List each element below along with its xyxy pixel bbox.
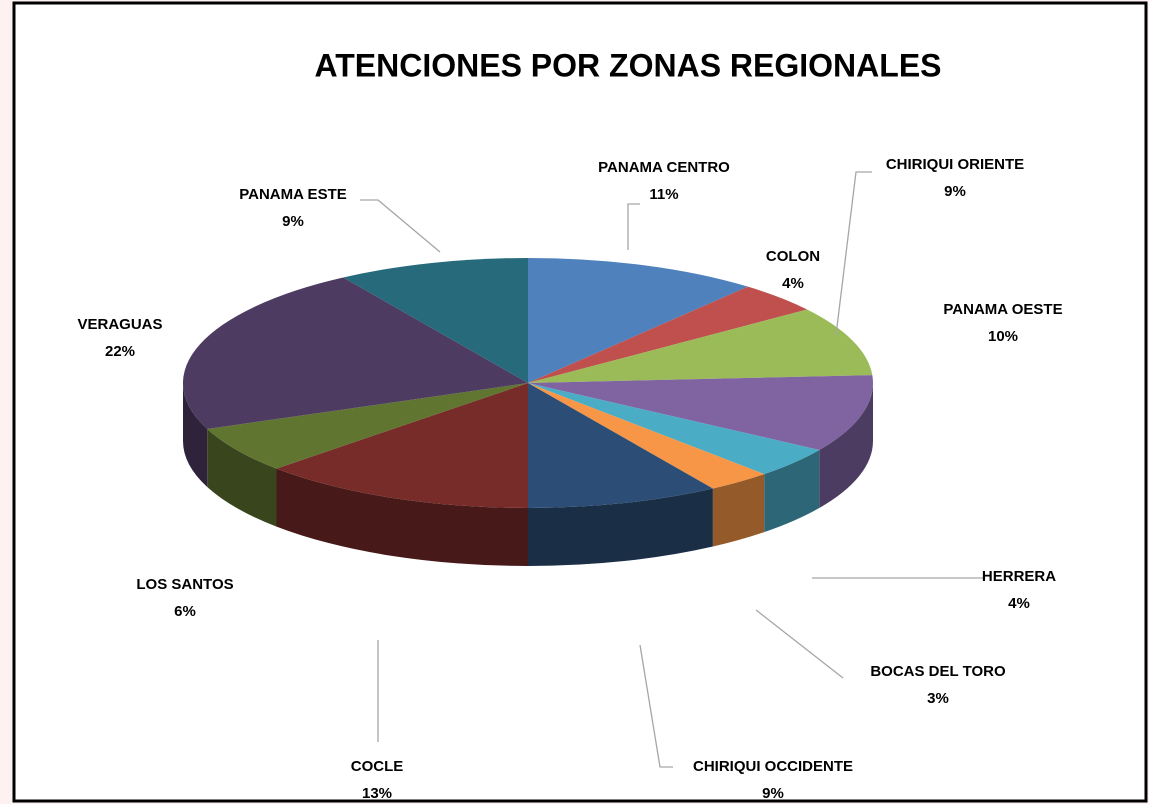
- data-label-value: 6%: [174, 603, 196, 620]
- data-label-name: VERAGUAS: [77, 316, 162, 333]
- pie-side: [819, 383, 873, 508]
- leader-line: [627, 203, 640, 250]
- data-label-name: COLON: [766, 248, 820, 265]
- data-label-value: 11%: [649, 186, 678, 203]
- pie-slice: [343, 258, 528, 383]
- leader-line: [639, 644, 673, 768]
- data-label-value: 9%: [282, 213, 304, 230]
- pie-slice: [528, 286, 808, 383]
- data-label-value: 4%: [782, 275, 804, 292]
- data-label-name: PANAMA ESTE: [239, 186, 347, 203]
- pie-slice: [276, 383, 528, 508]
- pie-side: [183, 383, 208, 488]
- data-label-value: 9%: [944, 183, 966, 200]
- leader-line: [835, 171, 872, 336]
- data-label-name: HERRERA: [982, 568, 1056, 585]
- data-label-name: PANAMA CENTRO: [598, 159, 730, 176]
- pie-side: [764, 449, 820, 533]
- pie-slice: [528, 258, 748, 383]
- data-label-value: 9%: [762, 785, 784, 802]
- data-label-value: 4%: [1008, 595, 1030, 612]
- pie-side: [276, 468, 528, 566]
- pie-side: [712, 474, 765, 547]
- pie-slice: [207, 383, 528, 469]
- data-label-value: 10%: [988, 328, 1018, 345]
- pie-slice: [528, 309, 873, 383]
- data-label-name: CHIRIQUI ORIENTE: [886, 156, 1024, 173]
- data-label-value: 3%: [927, 690, 949, 707]
- leader-line: [360, 199, 441, 253]
- data-label-value: 22%: [105, 343, 135, 360]
- chart-title: ATENCIONES POR ZONAS REGIONALES: [314, 47, 941, 83]
- data-label-name: CHIRIQUI OCCIDENTE: [693, 758, 853, 775]
- data-label-name: COCLE: [351, 758, 404, 775]
- data-label-name: LOS SANTOS: [136, 576, 233, 593]
- leader-line: [755, 609, 844, 679]
- pie-slice: [528, 375, 873, 450]
- pie-slice: [528, 383, 765, 489]
- pie-slice: [528, 383, 820, 475]
- pie-side: [207, 429, 277, 527]
- pie-slice: [528, 383, 713, 508]
- data-label-name: BOCAS DEL TORO: [870, 663, 1006, 680]
- pie-side: [528, 488, 713, 566]
- data-label-value: 13%: [362, 785, 392, 802]
- pie-slice: [183, 277, 529, 430]
- data-label-name: PANAMA OESTE: [943, 301, 1062, 318]
